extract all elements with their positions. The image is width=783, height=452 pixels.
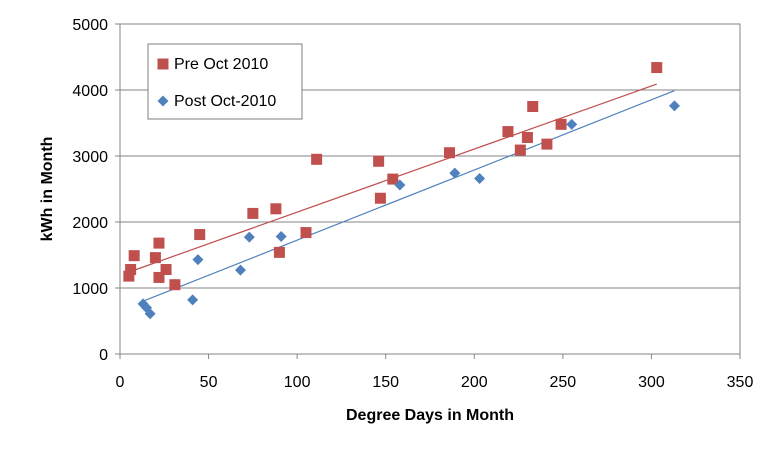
legend-box [147,43,303,120]
data-point-post [243,231,255,243]
y-tick-label: 1000 [72,281,108,298]
legend-label-pre-oct-2010: Pre Oct 2010 [174,56,268,73]
y-axis-title: kWh in Month [39,137,56,242]
legend-label-post-oct-2010: Post Oct-2010 [174,93,276,110]
x-tick-label: 0 [116,374,125,391]
x-tick-label: 250 [550,374,577,391]
y-tick-label: 3000 [72,149,108,166]
data-point-pre [300,227,312,239]
data-point-post [187,294,199,306]
plot-frame [115,23,741,359]
legend: Pre Oct 2010 Post Oct-2010 [147,43,303,120]
y-tick-label: 0 [99,347,108,364]
legend-marker-shape-pre [157,58,169,70]
data-point-pre [273,246,285,258]
data-point-post [566,118,578,130]
data-point-post [394,179,406,191]
y-tick-label: 4000 [72,83,108,100]
data-point-pre [541,138,553,150]
data-point-pre [311,153,323,165]
data-point-post [192,254,204,266]
data-point-post [144,308,156,320]
data-point-pre [153,271,165,283]
data-point-pre [123,270,135,282]
data-point-post [474,172,486,184]
y-tick-label: 2000 [72,215,108,232]
data-point-post [234,264,246,276]
data-point-pre [270,203,282,215]
data-point-pre [555,118,567,130]
x-tick-label: 300 [638,374,665,391]
data-point-post [275,231,287,243]
data-point-pre [149,252,161,264]
data-point-pre [247,207,259,219]
data-point-pre [373,155,385,167]
legend-marker-pre-oct-2010 [157,58,169,70]
data-point-post [668,100,680,112]
data-point-pre [387,173,399,185]
data-point-pre [527,101,539,112]
x-tick-label: 150 [372,374,399,391]
plot-area-border [119,23,741,355]
data-point-pre [514,144,526,156]
x-tick-label: 350 [727,374,754,391]
trendline-post [142,90,675,302]
legend-marker-shape-post [157,95,169,107]
data-point-pre [651,62,663,74]
data-point-pre [374,192,386,204]
data-points [123,62,680,320]
data-point-pre [502,126,514,138]
x-tick-label: 100 [284,374,311,391]
data-point-pre [128,250,140,262]
data-point-pre [125,264,137,276]
data-point-pre [160,264,172,276]
tick-labels: 0 50 100 150 200 250 300 350 0 1000 2000 3000 4000 50… [72,17,753,391]
x-tick-label: 50 [200,374,218,391]
data-point-pre [194,229,206,241]
data-point-pre [521,132,533,144]
x-tick-label: 200 [461,374,488,391]
x-axis-title: Degree Days in Month [346,407,514,424]
data-point-pre [443,147,455,159]
data-point-pre [153,237,165,249]
data-point-pre [169,279,181,291]
data-point-post [449,167,461,179]
y-tick-label: 5000 [72,17,108,34]
legend-marker-post-oct-2010 [157,95,169,107]
